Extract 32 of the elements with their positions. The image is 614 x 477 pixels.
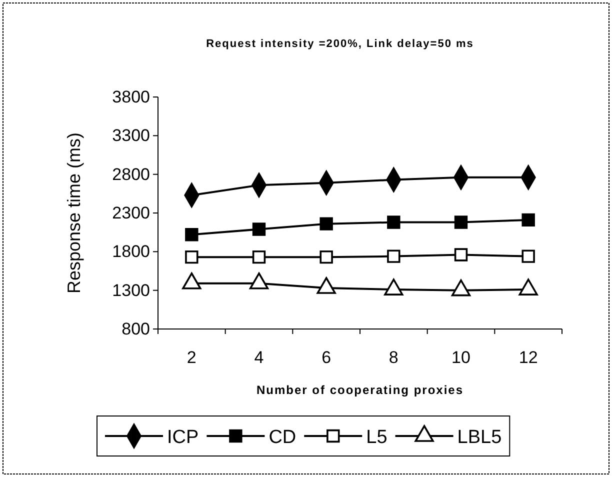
x-tick-label: 10 [452,348,470,368]
y-tick-label: 800 [122,319,150,338]
point [185,250,198,264]
point [252,222,266,236]
y-tick-label: 3800 [112,87,150,106]
point [522,213,535,227]
legend-label: CD [268,427,296,448]
x-tick-label: 4 [254,348,264,368]
point [522,250,535,263]
y-tick-label: 3300 [112,126,150,146]
y-tick-label: 1300 [112,280,150,300]
point [454,248,468,262]
point [454,216,468,229]
x-tick-label: 6 [322,348,332,368]
y-tick-label: 2300 [112,203,150,222]
point [252,250,266,264]
legend-label: ICP [167,427,199,448]
legend-label: LBL5 [457,427,502,448]
point [320,250,333,264]
x-tick-label: 2 [186,348,196,368]
y-tick-label: 1800 [112,242,150,262]
legend-label: L5 [366,427,388,448]
point [185,228,198,242]
x-tick-label: 12 [518,348,538,368]
y-tick-label: 2800 [112,164,150,184]
point [387,250,400,263]
y-axis-title: Response time (ms) [64,132,84,294]
chart-title: Request intensity =200%, Link delay=50 ms [206,38,474,50]
point [320,217,333,230]
point [387,216,400,229]
x-tick-label: 8 [388,348,398,368]
x-axis-title: Number of cooperating proxies [256,383,464,397]
